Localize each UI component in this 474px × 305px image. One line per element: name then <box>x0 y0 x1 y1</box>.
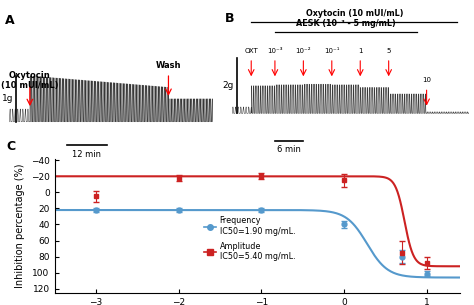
Text: 10⁻³: 10⁻³ <box>267 48 283 54</box>
Text: Oxytocin (10 mUI/mL): Oxytocin (10 mUI/mL) <box>306 9 403 18</box>
Text: Wash: Wash <box>156 61 181 70</box>
Text: 1g: 1g <box>1 94 13 103</box>
Text: Oxytocin: Oxytocin <box>9 71 51 80</box>
Text: A: A <box>5 14 15 27</box>
Text: OXT: OXT <box>244 48 258 54</box>
Y-axis label: Inhibition percentage (%): Inhibition percentage (%) <box>15 163 25 288</box>
Text: B: B <box>225 13 235 25</box>
Text: 12 min: 12 min <box>73 150 101 159</box>
Text: 10: 10 <box>422 77 431 84</box>
Text: AESK (10⁻³ - 5 mg/mL): AESK (10⁻³ - 5 mg/mL) <box>296 19 396 28</box>
Text: C: C <box>6 140 15 153</box>
Text: 6 min: 6 min <box>277 145 301 154</box>
Legend: Frequency
IC50=1.90 mg/mL., Amplitude
IC50=5.40 mg/mL.: Frequency IC50=1.90 mg/mL., Amplitude IC… <box>201 213 299 265</box>
Text: 1: 1 <box>358 48 363 54</box>
Text: 10⁻¹: 10⁻¹ <box>324 48 339 54</box>
Text: 5: 5 <box>386 48 391 54</box>
Text: (10 mUI/mL): (10 mUI/mL) <box>1 81 59 90</box>
Text: 2g: 2g <box>223 81 234 90</box>
Text: 10⁻²: 10⁻² <box>296 48 311 54</box>
